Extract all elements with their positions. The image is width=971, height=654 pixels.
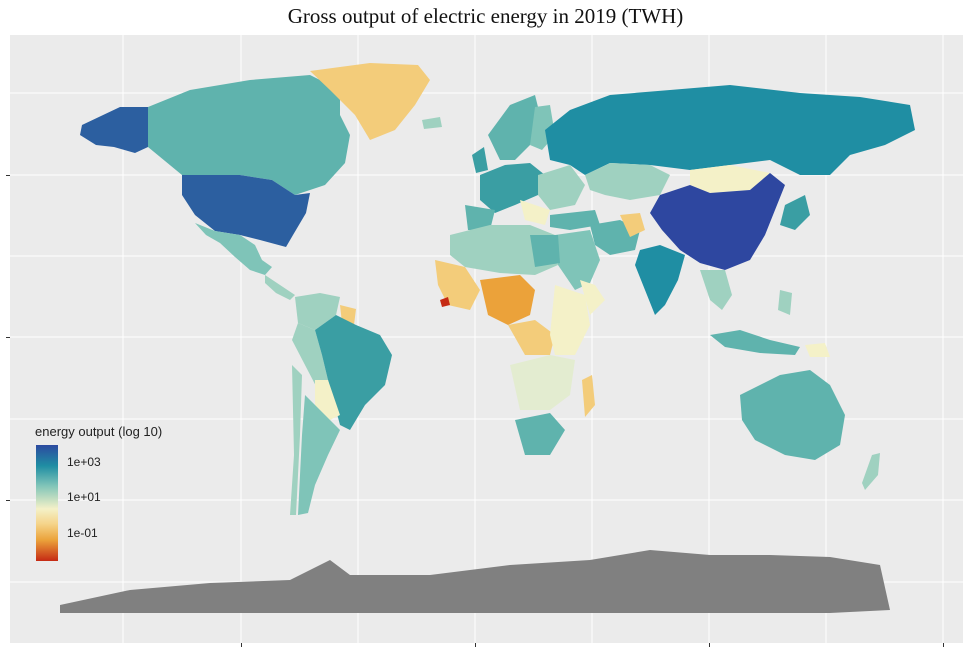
x-tick (475, 643, 476, 647)
legend-label-mid: 1e+01 (67, 490, 101, 504)
x-tick (709, 643, 710, 647)
west-africa (435, 260, 480, 310)
east-africa (550, 285, 590, 355)
india (635, 245, 685, 315)
indonesia (710, 330, 800, 355)
map-title: Gross output of electric energy in 2019 … (287, 4, 684, 28)
central-america (265, 275, 295, 300)
world-map (10, 35, 963, 643)
sahel (480, 275, 535, 325)
canada (148, 75, 350, 195)
new-zealand (862, 453, 880, 490)
map-panel (10, 35, 963, 643)
south-africa (515, 413, 565, 455)
y-tick (6, 337, 10, 338)
papua (805, 343, 830, 357)
western-europe (480, 163, 545, 213)
madagascar (582, 375, 595, 417)
iceland (422, 117, 442, 129)
legend-label-high: 1e+03 (67, 455, 101, 469)
korea-japan (780, 195, 810, 230)
y-tick (6, 175, 10, 176)
southern-africa (510, 355, 575, 410)
scandinavia (488, 95, 540, 160)
legend-colorbar (36, 445, 58, 561)
united-states (182, 175, 310, 247)
legend-label-low: 1e-01 (67, 526, 98, 540)
middle-east (555, 230, 600, 290)
philippines (778, 290, 792, 315)
colombia-venezuela (295, 293, 340, 330)
x-tick (943, 643, 944, 647)
x-tick (241, 643, 242, 647)
iberia (465, 205, 495, 230)
china (650, 173, 785, 270)
mexico (195, 223, 272, 275)
greenland (310, 63, 430, 140)
uk (472, 147, 488, 173)
alaska (80, 107, 148, 153)
eastern-europe (538, 165, 585, 210)
russia (545, 85, 915, 175)
egypt (530, 235, 560, 267)
peru-bolivia (292, 323, 328, 390)
paraguay-uruguay (315, 380, 340, 420)
y-tick (6, 500, 10, 501)
kazakhstan (585, 163, 670, 200)
central-africa (508, 320, 555, 355)
australia (740, 370, 845, 460)
turkey (550, 210, 600, 230)
chile (290, 365, 302, 515)
horn-of-africa (580, 280, 605, 315)
antarctica (60, 550, 890, 613)
legend-title: energy output (log 10) (35, 424, 163, 439)
balkans (520, 200, 550, 225)
mongolia (690, 165, 770, 193)
sierra-leone (440, 297, 450, 307)
argentina (298, 395, 340, 515)
afghanistan (620, 213, 645, 237)
southeast-asia (700, 270, 732, 310)
